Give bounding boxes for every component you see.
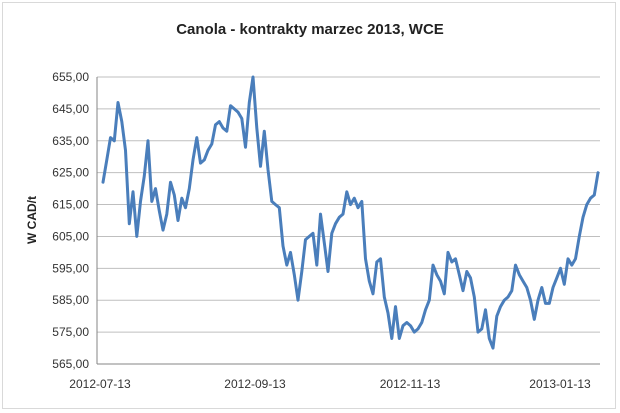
y-tick-label: 575,00 xyxy=(52,325,89,339)
x-tick-labels: 2012-07-13 2012-09-13 2012-11-13 2013-01-13 xyxy=(69,377,591,391)
y-tick-label: 605,00 xyxy=(52,229,89,243)
x-tick-label: 2012-09-13 xyxy=(224,377,286,391)
y-tick-label: 625,00 xyxy=(52,166,89,180)
y-tick-label: 585,00 xyxy=(52,293,89,307)
y-axis-title: W CAD/t xyxy=(25,196,39,244)
y-tick-label: 635,00 xyxy=(52,134,89,148)
chart-title: Canola - kontrakty marzec 2013, WCE xyxy=(176,21,444,38)
y-tick-labels: 565,00 575,00 585,00 595,00 605,00 615,00 625,… xyxy=(52,70,89,371)
chart-frame xyxy=(2,2,616,409)
y-tick-label: 655,00 xyxy=(52,70,89,84)
x-tick-label: 2012-07-13 xyxy=(69,377,131,391)
y-tick-label: 565,00 xyxy=(52,357,89,371)
series-layer xyxy=(101,75,600,350)
y-tick-label: 645,00 xyxy=(52,102,89,116)
series-line xyxy=(101,75,600,350)
gridlines xyxy=(97,76,600,365)
x-tick-label: 2013-01-13 xyxy=(529,377,591,391)
y-tick-label: 595,00 xyxy=(52,261,89,275)
x-tick-label: 2012-11-13 xyxy=(380,377,441,391)
y-tick-label: 615,00 xyxy=(52,198,89,212)
axes xyxy=(96,77,600,365)
